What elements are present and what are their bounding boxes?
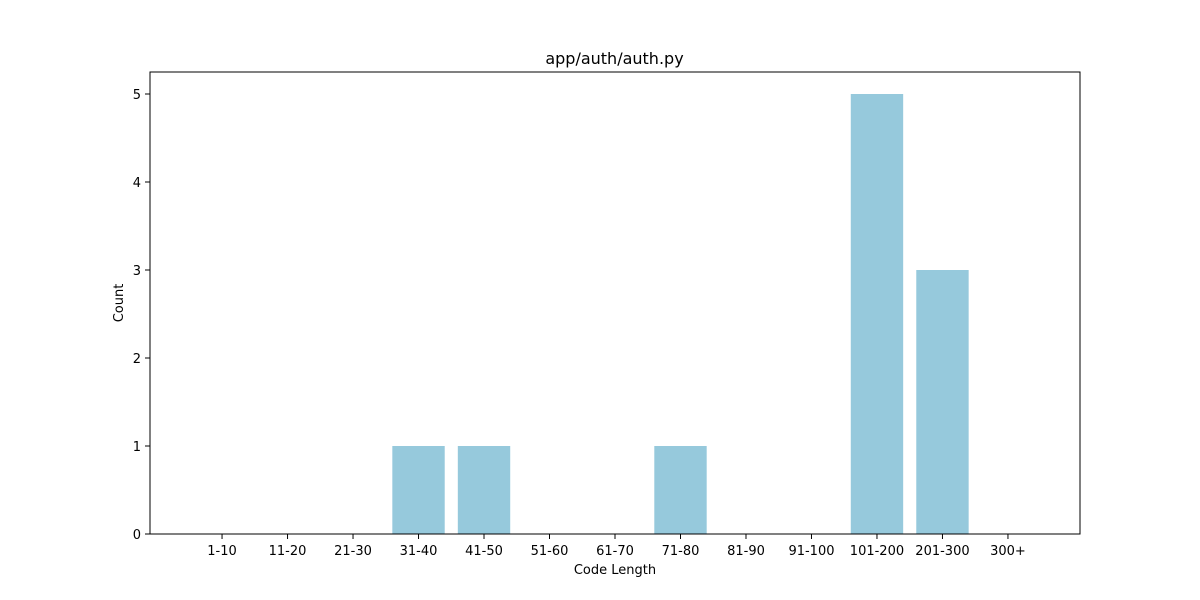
y-tick-label: 2 — [133, 352, 141, 367]
y-tick-label: 4 — [133, 176, 141, 191]
x-tick-label: 11-20 — [269, 544, 307, 559]
y-axis-label: Count — [112, 284, 127, 323]
bar-101-200 — [850, 94, 904, 534]
x-tick-label: 91-100 — [788, 544, 834, 559]
y-tick-label: 5 — [133, 88, 141, 103]
x-tick-label: 1-10 — [207, 544, 237, 559]
x-tick-label: 71-80 — [662, 544, 700, 559]
x-tick-label: 81-90 — [727, 544, 765, 559]
x-tick-label: 51-60 — [531, 544, 569, 559]
bar-31-40 — [392, 446, 445, 534]
x-tick-label: 31-40 — [400, 544, 438, 559]
x-tick-label: 101-200 — [850, 544, 904, 559]
y-tick-label: 0 — [133, 528, 141, 543]
x-tick-label: 201-300 — [915, 544, 969, 559]
chart-title: app/auth/auth.py — [545, 49, 683, 68]
y-tick-label: 3 — [133, 264, 141, 279]
y-tick-label: 1 — [133, 440, 141, 455]
bars-group — [392, 94, 969, 534]
bar-41-50 — [457, 446, 511, 534]
bar-201-300 — [916, 270, 969, 534]
x-tick-label: 21-30 — [334, 544, 372, 559]
x-tick-label: 61-70 — [596, 544, 634, 559]
y-axis: 0 1 2 3 4 5 — [133, 88, 150, 543]
x-axis-label: Code Length — [574, 563, 656, 578]
bar-71-80 — [654, 446, 707, 534]
x-tick-label: 300+ — [990, 544, 1026, 559]
x-axis: 1-10 11-20 21-30 31-40 41-50 51-60 61-70 71-80 8… — [207, 534, 1026, 559]
x-tick-label: 41-50 — [465, 544, 503, 559]
